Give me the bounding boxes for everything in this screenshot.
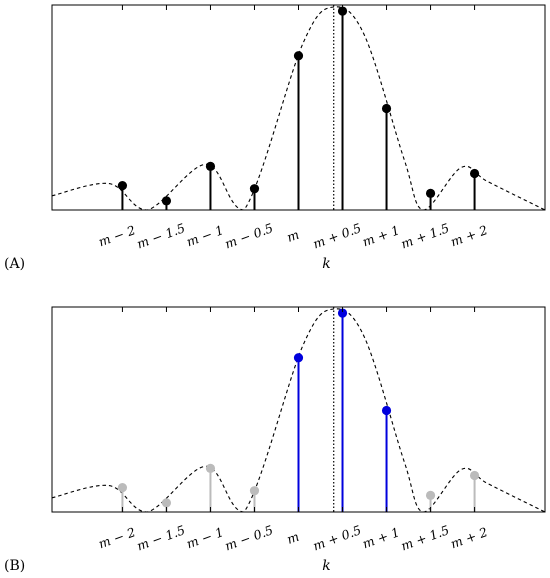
x-axis-label: k xyxy=(322,558,330,574)
panel-label: (B) xyxy=(4,558,25,574)
stem-marker xyxy=(161,196,172,206)
x-tick-label: m + 1 xyxy=(360,524,401,551)
envelope-curve xyxy=(51,308,546,513)
x-tick-label: m + 0.5 xyxy=(311,220,363,251)
x-tick-label: m + 1.5 xyxy=(399,220,451,251)
x-tick-label: m − 0.5 xyxy=(223,220,275,251)
x-tick-label: m + 2 xyxy=(449,524,490,551)
stem-marker xyxy=(293,51,304,61)
stem-marker xyxy=(469,168,480,179)
x-tick-label: m − 1 xyxy=(184,524,225,551)
stem-marker xyxy=(337,6,348,16)
x-tick-label: m + 0.5 xyxy=(311,522,363,553)
x-tick-label: m − 0.5 xyxy=(223,522,275,553)
x-tick-label: m − 1 xyxy=(184,222,225,249)
stem-marker xyxy=(205,161,216,171)
stem-marker xyxy=(381,103,392,114)
chart-panel-a: m − 2m − 1.5m − 1m − 0.5 m m + 0.5m + 1m +… xyxy=(4,4,546,272)
stem-marker xyxy=(381,405,392,416)
stem-marker xyxy=(205,463,216,473)
x-tick-label: m − 2 xyxy=(96,222,137,249)
stem-marker xyxy=(249,486,260,496)
panel-label: (A) xyxy=(4,256,25,272)
stem-marker xyxy=(337,308,348,318)
envelope-curve xyxy=(51,6,546,211)
x-tick-label: m + 2 xyxy=(449,222,490,249)
stem-marker xyxy=(117,483,128,493)
stem-marker xyxy=(161,498,172,508)
stem-marker xyxy=(469,470,480,481)
stem-marker xyxy=(425,490,436,500)
x-tick-label: m + 1 xyxy=(360,222,401,249)
stem-marker xyxy=(425,188,436,198)
x-axis-label: k xyxy=(322,256,330,272)
x-tick-label: m − 1.5 xyxy=(135,522,187,553)
x-tick-label: m + 1.5 xyxy=(399,522,451,553)
x-tick-label: m xyxy=(285,529,301,547)
x-tick-label: m − 1.5 xyxy=(135,220,187,251)
x-tick-label: m xyxy=(285,227,301,245)
stem-marker xyxy=(293,353,304,363)
x-tick-label: m − 2 xyxy=(96,524,137,551)
chart-panel-b: m − 2m − 1.5m − 1m − 0.5 m m + 0.5m + 1m +… xyxy=(4,306,546,574)
stem-marker xyxy=(117,181,128,191)
stem-marker xyxy=(249,184,260,194)
